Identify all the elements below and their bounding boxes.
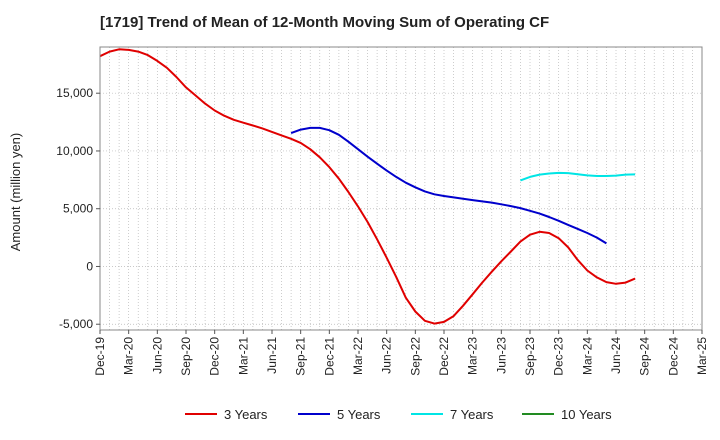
x-tick-label: Sep-22 (408, 337, 422, 376)
x-tick-label: Dec-24 (666, 337, 680, 376)
plot-frame (99, 46, 703, 331)
legend: 3 Years 5 Years 7 Years 10 Years (185, 407, 612, 422)
y-tick-label: -5,000 (59, 317, 93, 331)
x-tick-label: Dec-21 (322, 337, 336, 376)
series-line-3-years (99, 48, 636, 325)
x-tick-label: Jun-22 (380, 337, 394, 374)
y-tick-label: 15,000 (56, 86, 93, 100)
x-tick-label: Jun-24 (609, 337, 623, 374)
x-tick-label: Dec-19 (93, 337, 107, 376)
x-tick-label: Sep-21 (294, 337, 308, 376)
x-tick-label: Dec-22 (437, 337, 451, 376)
series-group (99, 48, 636, 325)
y-tick-label: 0 (86, 259, 93, 273)
x-tick-label: Jun-21 (265, 337, 279, 374)
series-line-5-years (290, 126, 607, 245)
grid (100, 47, 702, 330)
chart-title: [1719] Trend of Mean of 12-Month Moving … (100, 14, 549, 31)
legend-label: 10 Years (561, 407, 612, 422)
legend-label: 7 Years (450, 407, 494, 422)
x-tick-label: Jun-20 (150, 337, 164, 374)
x-tick-label: Mar-21 (236, 337, 250, 375)
y-tick-label: 10,000 (56, 144, 93, 158)
y-tick-label: 5,000 (63, 202, 93, 216)
x-tick-label: Dec-23 (552, 337, 566, 376)
x-tick-label: Sep-20 (179, 337, 193, 376)
x-tick-label: Mar-20 (122, 337, 136, 375)
x-tick-label: Mar-23 (466, 337, 480, 375)
y-axis-label: Amount (million yen) (8, 133, 23, 252)
x-tick-label: Sep-24 (638, 337, 652, 376)
x-tick-label: Mar-22 (351, 337, 365, 375)
y-ticks: -5,000 0 5,000 10,000 15,000 (56, 86, 100, 331)
legend-label: 3 Years (224, 407, 268, 422)
x-tick-label: Mar-24 (580, 337, 594, 375)
x-tick-label: Jun-23 (494, 337, 508, 374)
x-tick-label: Dec-20 (208, 337, 222, 376)
x-ticks: Dec-19 Mar-20 Jun-20 Sep-20 Dec-20 Mar-21 Jun-… (93, 330, 709, 376)
series-line-7-years (520, 171, 636, 182)
legend-label: 5 Years (337, 407, 381, 422)
x-tick-label: Sep-23 (523, 337, 537, 376)
x-tick-label: Mar-25 (695, 337, 709, 375)
